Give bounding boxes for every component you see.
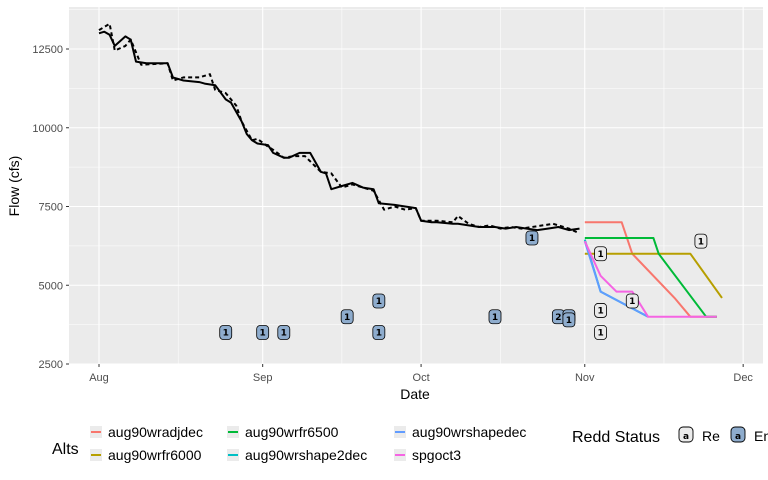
redd-marker: [694, 233, 708, 249]
x-axis-title: Date: [400, 386, 430, 402]
observed-flow-solid-line: [98, 30, 580, 232]
redd-count-label: 1: [344, 313, 350, 323]
redd-marker: [562, 312, 576, 328]
grid-minor: [69, 7, 763, 364]
redd-marker: [372, 325, 386, 340]
redd-count-label: 1: [376, 297, 382, 307]
redd-count-label: 1: [281, 329, 287, 339]
redd-count-label: 1: [698, 237, 704, 247]
redd-count-label: 1: [597, 307, 603, 317]
y-axis: 2500 5000 7500 10000 12500: [32, 44, 69, 371]
redd-count-label: 1: [529, 234, 535, 244]
alts-legend-label: aug90wrfr6000: [108, 447, 202, 463]
redd-count-label: 1: [566, 316, 572, 326]
alts-legend-label: spgoct3: [412, 447, 461, 463]
alts-legend-label: aug90wrfr6500: [245, 424, 339, 440]
alts-legend-keys: aug90wradjdec aug90wrfr6000 aug90wrfr6500 a…: [90, 424, 526, 463]
redd-legend-title: Redd Status: [572, 429, 660, 446]
y-tick-label: 10000: [32, 123, 63, 135]
x-tick-label: Oct: [413, 372, 430, 384]
redd-key-glyph: a: [683, 432, 689, 442]
y-axis-title: Flow (cfs): [6, 156, 22, 217]
redd-key-label: Re: [702, 428, 720, 444]
redd-marker: [277, 325, 291, 340]
redd-count-label: 1: [597, 329, 603, 339]
redd-count-label: 1: [223, 329, 229, 339]
redd-marker: [372, 293, 386, 309]
redd-count-label: 1: [376, 329, 382, 339]
redd-marker: [594, 246, 607, 262]
legend: Alts aug90wradjdec aug90wrfr6000 aug90wrfr…: [52, 424, 768, 463]
redd-marker: [340, 309, 354, 325]
x-axis: Aug Sep Oct Nov Dec: [89, 364, 753, 384]
redd-marker: [594, 325, 607, 340]
observed-flow-dashed-line: [98, 22, 580, 235]
y-tick-label: 5000: [39, 280, 63, 292]
series-line-spgoct3: [583, 240, 717, 318]
y-tick-label: 2500: [39, 359, 63, 371]
series-line-aug90wrfr6000: [584, 252, 723, 299]
x-tick-label: Sep: [253, 372, 273, 384]
redd-marker: [525, 230, 539, 246]
redd-marker: [625, 293, 639, 309]
redd-count-label: 1: [492, 313, 498, 323]
grid-major: [69, 7, 763, 365]
redd-marker: [219, 325, 233, 340]
redd-marker: [594, 303, 607, 318]
alts-legend-title: Alts: [52, 441, 79, 458]
redd-markers: 1111111121111111: [219, 230, 708, 340]
redd-count-label: 2: [555, 313, 561, 323]
redd-marker: [488, 309, 502, 325]
redd-key-glyph-box: [678, 426, 694, 443]
alts-legend-label: aug90wrshapedec: [412, 424, 526, 440]
y-tick-label: 12500: [32, 44, 63, 56]
redd-key-label: En: [754, 428, 768, 444]
alts-legend-label: aug90wrshape2dec: [245, 447, 367, 463]
redd-legend-keys: a Re a En: [678, 426, 768, 444]
x-tick-label: Aug: [89, 372, 109, 384]
x-tick-label: Dec: [733, 372, 753, 384]
redd-key-glyph-box: [730, 426, 746, 443]
x-tick-label: Nov: [575, 372, 595, 384]
redd-count-label: 1: [260, 329, 266, 339]
redd-count-label: 1: [629, 297, 635, 307]
redd-key-glyph: a: [735, 432, 741, 442]
redd-count-label: 1: [597, 250, 603, 260]
plot-panel: [69, 7, 763, 364]
redd-marker: [256, 325, 270, 340]
alts-legend-label: aug90wradjdec: [108, 424, 203, 440]
y-tick-label: 7500: [39, 202, 63, 214]
